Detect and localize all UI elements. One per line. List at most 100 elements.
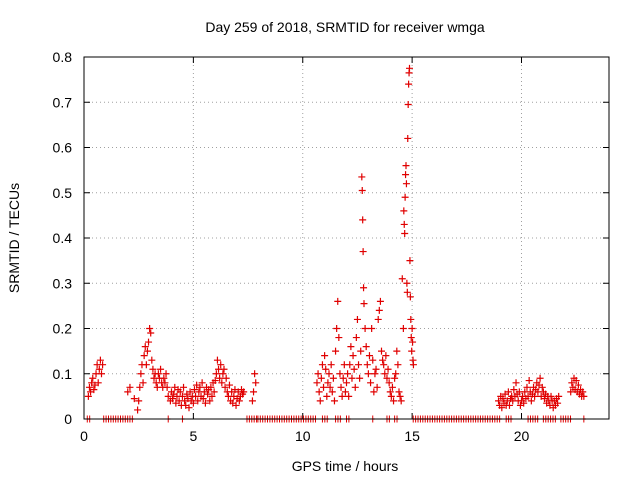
data-point xyxy=(360,284,368,292)
data-point xyxy=(378,347,385,355)
data-point xyxy=(186,388,194,396)
data-point xyxy=(388,383,396,391)
data-point xyxy=(374,315,382,323)
data-point xyxy=(327,361,335,369)
data-point xyxy=(134,406,142,414)
data-point xyxy=(350,365,358,373)
data-point xyxy=(221,383,229,391)
data-point xyxy=(169,395,177,403)
data-point xyxy=(367,379,375,387)
data-point xyxy=(384,365,392,373)
data-point xyxy=(321,352,329,360)
data-point xyxy=(408,325,416,332)
data-point xyxy=(397,397,405,405)
data-point xyxy=(368,325,376,332)
data-point xyxy=(396,392,404,400)
plot-frame xyxy=(83,56,610,420)
tick-labels: 0 5 10 15 20 0 0.1 0.2 0.3 0.4 0.5 0.6 0.7 0.8 xyxy=(53,49,530,444)
data-point xyxy=(344,370,352,378)
data-point xyxy=(512,379,520,387)
data-point xyxy=(219,370,227,378)
data-point xyxy=(531,392,539,400)
data-point xyxy=(381,370,389,378)
data-point xyxy=(349,352,357,360)
data-point xyxy=(361,325,369,332)
data-point xyxy=(409,361,417,369)
data-point xyxy=(404,101,412,109)
data-point xyxy=(337,383,345,391)
data-point xyxy=(567,388,575,396)
data-point xyxy=(394,361,402,369)
data-point xyxy=(94,379,102,387)
data-point xyxy=(356,374,364,382)
data-point xyxy=(357,347,365,355)
data-point xyxy=(358,186,366,194)
data-point xyxy=(211,377,219,385)
grid-lines xyxy=(84,57,609,419)
data-point xyxy=(407,334,415,342)
data-point xyxy=(189,399,197,407)
data-point xyxy=(401,193,409,201)
data-point xyxy=(382,352,390,360)
data-point xyxy=(180,383,188,391)
data-point xyxy=(147,329,155,337)
data-point xyxy=(135,397,143,405)
data-point xyxy=(213,356,221,364)
data-point xyxy=(547,392,555,400)
data-point xyxy=(504,388,512,396)
data-point xyxy=(341,388,349,396)
data-point xyxy=(405,80,413,88)
data-point xyxy=(372,365,380,373)
data-point xyxy=(140,352,148,360)
x-axis-title: GPS time / hours xyxy=(292,458,399,474)
data-point xyxy=(196,383,204,391)
data-point xyxy=(369,356,377,364)
x-tick-label: 0 xyxy=(80,428,88,444)
data-point xyxy=(240,388,248,396)
data-point xyxy=(390,397,398,405)
y-tick-label: 0.8 xyxy=(53,49,73,65)
data-point xyxy=(330,397,338,405)
data-point xyxy=(325,370,333,378)
data-point xyxy=(204,390,212,398)
data-point xyxy=(218,379,226,387)
data-point xyxy=(347,343,355,351)
data-point xyxy=(99,361,107,369)
data-point xyxy=(313,379,321,387)
data-point xyxy=(136,383,144,391)
data-point xyxy=(380,361,388,369)
data-point xyxy=(84,392,92,400)
data-point xyxy=(579,388,587,396)
data-point xyxy=(554,399,562,407)
x-tick-label: 20 xyxy=(514,428,530,444)
data-point xyxy=(498,404,506,412)
data-point xyxy=(538,383,546,391)
data-point xyxy=(139,379,147,387)
data-point xyxy=(207,383,215,391)
data-point xyxy=(248,397,256,405)
data-point xyxy=(89,374,97,382)
data-point xyxy=(407,315,415,323)
data-point xyxy=(126,383,134,391)
data-point xyxy=(90,386,98,394)
data-point xyxy=(316,397,324,405)
data-point xyxy=(392,370,400,378)
data-point xyxy=(402,162,410,170)
data-point xyxy=(194,397,202,405)
data-point xyxy=(225,381,233,389)
data-point xyxy=(348,374,356,382)
data-point xyxy=(395,388,403,396)
data-point xyxy=(525,377,533,385)
data-point xyxy=(402,180,410,188)
data-point xyxy=(398,275,406,283)
data-point xyxy=(358,173,366,181)
data-point xyxy=(95,365,103,373)
x-tick-label: 15 xyxy=(404,428,420,444)
data-point xyxy=(328,388,336,396)
data-point xyxy=(185,404,193,412)
data-point xyxy=(137,370,145,378)
data-point xyxy=(163,383,171,391)
data-point xyxy=(146,325,154,332)
data-point xyxy=(315,388,323,396)
data-point xyxy=(324,379,332,387)
